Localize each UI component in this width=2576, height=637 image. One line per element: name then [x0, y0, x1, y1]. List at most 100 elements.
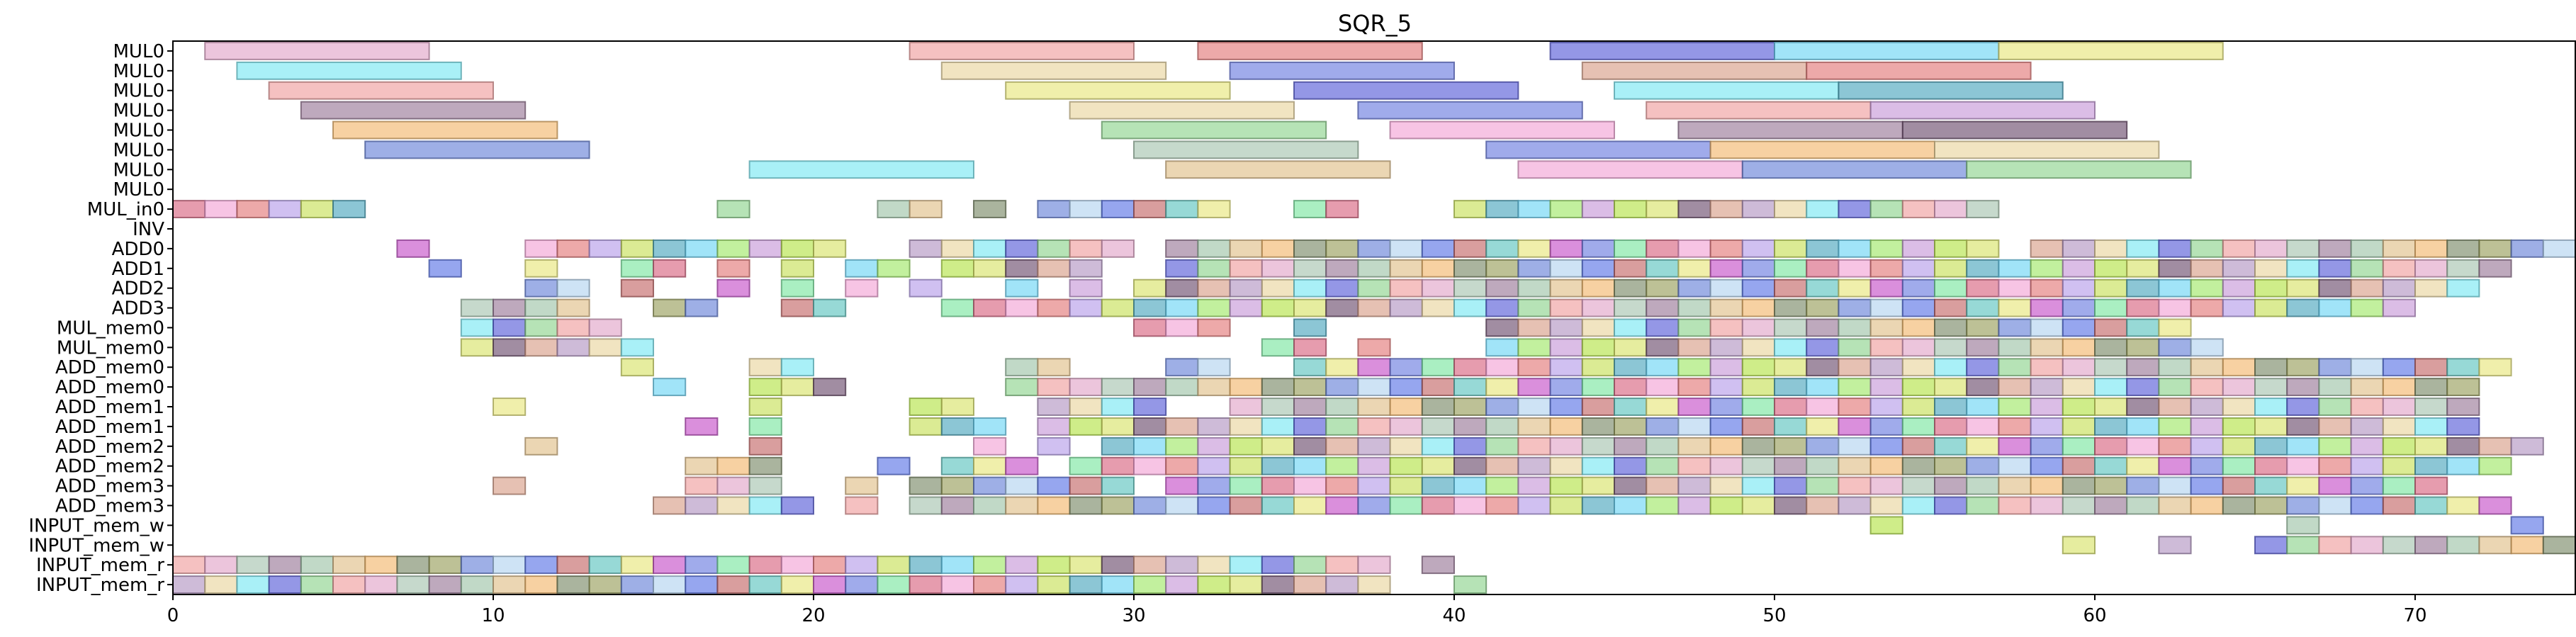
op-cell — [493, 556, 527, 575]
op-cell — [1549, 298, 1583, 317]
op-cell — [1741, 239, 1776, 258]
op-cell — [1261, 575, 1295, 594]
op-cell — [1581, 278, 1616, 298]
op-cell — [1581, 200, 1616, 219]
op-cell — [1677, 338, 1711, 357]
op-cell — [1293, 456, 1327, 475]
op-cell — [1549, 436, 1583, 456]
task-bar — [1133, 140, 1359, 159]
op-cell — [909, 575, 943, 594]
op-cell — [2350, 239, 2384, 258]
op-cell — [1325, 456, 1359, 475]
op-cell — [1101, 476, 1135, 495]
task-bar — [940, 61, 1167, 80]
op-cell — [1325, 436, 1359, 456]
op-cell — [2190, 298, 2224, 317]
task-bar — [1998, 42, 2224, 60]
op-cell — [1517, 278, 1551, 298]
op-cell — [780, 298, 815, 317]
op-cell — [2286, 476, 2320, 495]
op-cell — [1998, 378, 2032, 397]
op-cell — [653, 575, 687, 594]
op-cell — [1069, 239, 1103, 258]
op-cell — [1549, 259, 1583, 278]
op-cell — [1934, 200, 1968, 219]
op-cell — [2414, 259, 2448, 278]
task-bar — [1389, 120, 1615, 140]
op-cell — [2158, 536, 2192, 555]
op-cell — [2510, 536, 2544, 555]
op-cell — [1838, 318, 1872, 337]
x-tick-label: 60 — [2083, 605, 2106, 626]
op-cell — [1998, 436, 2032, 456]
op-cell — [2254, 278, 2288, 298]
task-bar — [1806, 61, 2032, 80]
op-cell — [1197, 575, 1231, 594]
op-cell — [1037, 398, 1071, 416]
op-cell — [1005, 259, 1039, 278]
op-cell — [1229, 496, 1263, 515]
op-cell — [2382, 476, 2417, 495]
x-tick-label: 40 — [1442, 605, 1466, 626]
op-cell — [845, 496, 879, 515]
op-cell — [1838, 278, 1872, 298]
op-cell — [2286, 436, 2320, 456]
y-tick-label: MUL0 — [113, 120, 165, 142]
op-cell — [1838, 398, 1872, 416]
op-cell — [1293, 398, 1327, 416]
op-cell — [2094, 358, 2128, 377]
op-cell — [940, 398, 975, 416]
op-cell — [1421, 239, 1456, 258]
op-cell — [2158, 476, 2192, 495]
op-cell — [1581, 417, 1616, 436]
op-cell — [2318, 298, 2352, 317]
op-cell — [1325, 200, 1359, 219]
op-cell — [1581, 476, 1616, 495]
op-cell — [1197, 259, 1231, 278]
op-cell — [2254, 298, 2288, 317]
op-cell — [588, 239, 622, 258]
op-cell — [1101, 556, 1135, 575]
op-cell — [1934, 318, 1968, 337]
op-cell — [780, 496, 815, 515]
op-cell — [716, 456, 750, 475]
op-cell — [1325, 278, 1359, 298]
task-bar — [1838, 81, 2064, 100]
op-cell — [2062, 536, 2096, 555]
op-cell — [973, 417, 1007, 436]
op-cell — [1293, 338, 1327, 357]
op-cell — [1934, 476, 1968, 495]
op-cell — [493, 476, 527, 495]
op-cell — [524, 298, 558, 317]
op-cell — [1869, 496, 1903, 515]
op-cell — [1806, 278, 1840, 298]
op-cell — [2030, 398, 2064, 416]
op-cell — [2190, 278, 2224, 298]
op-cell — [1485, 239, 1519, 258]
op-cell — [1101, 436, 1135, 456]
op-cell — [1069, 200, 1103, 219]
op-cell — [2414, 398, 2448, 416]
op-cell — [1357, 298, 1391, 317]
op-cell — [973, 456, 1007, 475]
op-cell — [1901, 436, 1936, 456]
op-cell — [1549, 496, 1583, 515]
op-cell — [1357, 575, 1391, 594]
op-cell — [1293, 417, 1327, 436]
op-cell — [653, 378, 687, 397]
op-cell — [1453, 278, 1487, 298]
op-cell — [1549, 378, 1583, 397]
op-cell — [2094, 417, 2128, 436]
op-cell — [2094, 496, 2128, 515]
op-cell — [1838, 338, 1872, 357]
op-cell — [1005, 358, 1039, 377]
op-cell — [1453, 436, 1487, 456]
op-cell — [2222, 476, 2256, 495]
op-cell — [1485, 278, 1519, 298]
op-cell — [1806, 239, 1840, 258]
op-cell — [1934, 496, 1968, 515]
y-tick-label: ADD_mem3 — [55, 495, 164, 517]
op-cell — [1325, 398, 1359, 416]
op-cell — [1741, 298, 1776, 317]
op-cell — [1389, 398, 1423, 416]
